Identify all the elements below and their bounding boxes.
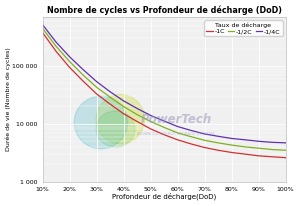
-1/4C [149,114,152,117]
-1C [216,149,220,151]
-1C [162,133,166,136]
-1/4C [135,107,139,110]
-1/4C [203,133,206,135]
-1C [54,50,58,53]
Legend: -1C, -1/2C, -1/4C: -1C, -1/2C, -1/4C [204,20,283,36]
-1C [284,157,287,159]
Line: -1/2C: -1/2C [43,28,286,150]
-1C [176,139,179,141]
-1/2C [149,120,152,123]
-1C [243,153,247,155]
-1/2C [95,86,98,89]
-1/2C [108,96,112,98]
Text: PowerTech: PowerTech [141,113,212,126]
-1/4C [284,142,287,144]
Line: -1C: -1C [43,33,286,158]
-1/2C [284,149,287,151]
-1/4C [54,41,58,43]
-1C [41,31,44,34]
X-axis label: Profondeur de décharge(DoD): Profondeur de décharge(DoD) [112,193,216,200]
Ellipse shape [96,111,135,147]
Text: ADVANCED ENERGY STORAGE SYSTEMS: ADVANCED ENERGY STORAGE SYSTEMS [137,132,215,136]
-1/4C [68,55,71,58]
-1/2C [230,144,233,146]
-1/4C [81,68,85,71]
-1/4C [230,137,233,140]
Y-axis label: Durée de vie (Nombre de cycles): Durée de vie (Nombre de cycles) [6,48,11,151]
Title: Nombre de cycles vs Profondeur de décharge (DoD): Nombre de cycles vs Profondeur de déchar… [46,6,282,15]
-1C [68,66,71,69]
-1/4C [243,139,247,141]
-1/2C [122,105,125,108]
-1C [189,143,193,145]
-1/2C [203,139,206,142]
-1/4C [189,129,193,132]
-1C [122,112,125,115]
-1/2C [243,146,247,148]
-1/2C [189,136,193,138]
-1C [81,80,85,82]
-1C [257,155,260,157]
-1/2C [270,148,274,151]
-1/2C [68,60,71,63]
Ellipse shape [74,96,128,149]
-1C [203,146,206,149]
-1C [95,93,98,95]
-1/4C [162,120,166,122]
-1/2C [176,132,179,134]
-1/2C [216,142,220,144]
-1/4C [122,100,125,102]
-1/2C [162,126,166,129]
-1C [149,128,152,130]
-1/2C [81,74,85,76]
-1/4C [270,141,274,144]
-1/2C [135,113,139,116]
-1C [270,156,274,158]
-1C [135,120,139,123]
-1/4C [41,23,44,26]
-1/2C [41,27,44,29]
Ellipse shape [96,95,145,144]
Line: -1/4C: -1/4C [43,25,286,143]
-1/2C [54,45,58,48]
-1C [230,151,233,154]
-1/4C [216,135,220,138]
-1/4C [108,90,112,93]
-1/4C [95,80,98,83]
-1/4C [257,140,260,143]
-1/2C [257,147,260,149]
-1C [108,103,112,105]
-1/4C [176,125,179,128]
